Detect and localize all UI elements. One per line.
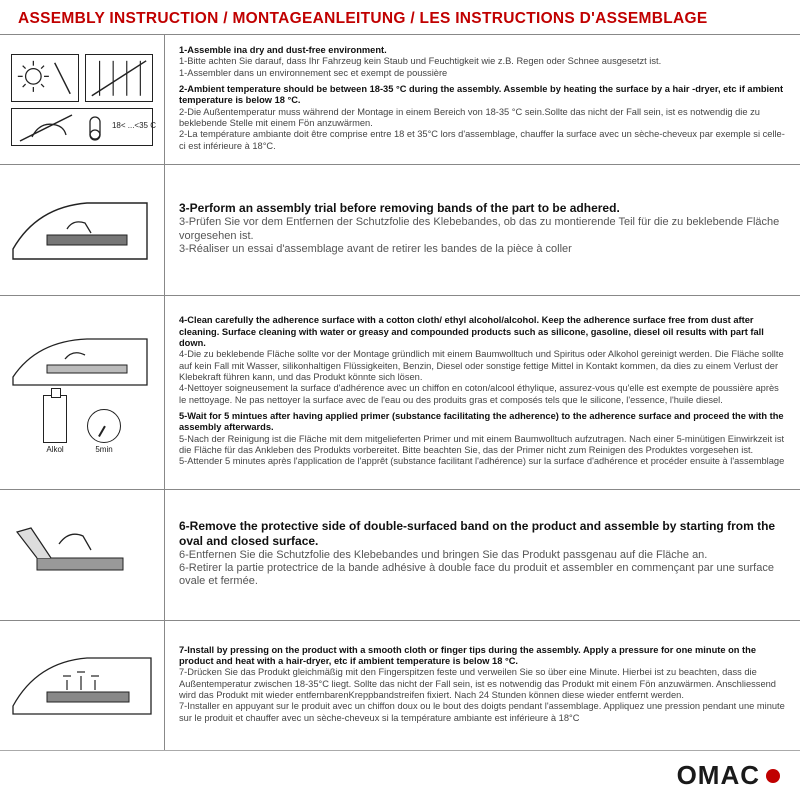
step-6-de: 6-Entfernen Sie die Schutzfolie des Kleb… xyxy=(179,549,788,562)
step-3: 3-Perform an assembly trial before remov… xyxy=(179,201,788,256)
row-press: 7-Install by pressing on the product wit… xyxy=(0,621,800,750)
text-cell-5: 7-Install by pressing on the product wit… xyxy=(165,621,800,750)
row-remove-film: 6-Remove the protective side of double-s… xyxy=(0,490,800,620)
step-4: 4-Clean carefully the adherence surface … xyxy=(179,315,788,406)
alcohol-bottle-icon xyxy=(43,395,67,443)
step-2: 2-Ambient temperature should be between … xyxy=(179,84,788,152)
footer: OMAC xyxy=(0,750,800,800)
step-7-de: 7-Drücken Sie das Produkt gleichmäßig mi… xyxy=(179,667,788,701)
step-2-fr: 2-La température ambiante doit être comp… xyxy=(179,129,788,152)
press-install-icon xyxy=(7,644,157,726)
step-6: 6-Remove the protective side of double-s… xyxy=(179,519,788,588)
cleaning-icon xyxy=(7,331,157,391)
step-2-en: 2-Ambient temperature should be between … xyxy=(179,84,788,107)
text-cell-3: 4-Clean carefully the adherence surface … xyxy=(165,296,800,490)
alcohol-label: Alkol xyxy=(43,445,67,454)
snow-rain-icon xyxy=(85,54,153,102)
wait-label: 5min xyxy=(87,445,121,454)
text-cell-2: 3-Perform an assembly trial before remov… xyxy=(165,165,800,294)
sun-icon xyxy=(11,54,79,102)
step-5-de: 5-Nach der Reinigung ist die Fläche mit … xyxy=(179,434,788,457)
no-hand-icon: 18< ...<35 C xyxy=(11,108,153,146)
step-7-en: 7-Install by pressing on the product wit… xyxy=(179,645,788,668)
door-sill-trial-icon xyxy=(7,189,157,271)
step-6-en: 6-Remove the protective side of double-s… xyxy=(179,519,788,548)
icon-cell-2 xyxy=(0,165,165,294)
step-1-de: 1-Bitte achten Sie darauf, dass Ihr Fahr… xyxy=(179,56,788,67)
text-cell-4: 6-Remove the protective side of double-s… xyxy=(165,490,800,619)
step-6-fr: 6-Retirer la partie protectrice de la ba… xyxy=(179,562,788,589)
instruction-sheet: ASSEMBLY INSTRUCTION / MONTAGEANLEITUNG … xyxy=(0,0,800,800)
icon-cell-5 xyxy=(0,621,165,750)
row-env-temp: 18< ...<35 C 1-Assemble ina dry and dust… xyxy=(0,35,800,165)
brand-logo-text: OMAC xyxy=(677,760,760,791)
step-5: 5-Wait for 5 mintues after having applie… xyxy=(179,411,788,468)
brand-logo-dot-icon xyxy=(766,769,780,783)
step-4-de: 4-Die zu beklebende Fläche sollte vor de… xyxy=(179,349,788,383)
step-4-fr: 4-Nettoyer soigneusement la surface d'ad… xyxy=(179,383,788,406)
instruction-rows: 18< ...<35 C 1-Assemble ina dry and dust… xyxy=(0,35,800,750)
step-7-fr: 7-Installer en appuyant sur le produit a… xyxy=(179,701,788,724)
icon-cell-1: 18< ...<35 C xyxy=(0,35,165,164)
icon-cell-4 xyxy=(0,490,165,619)
step-1-en: 1-Assemble ina dry and dust-free environ… xyxy=(179,45,788,56)
row-clean-wait: Alkol 5min 4-Clean carefully the adheren… xyxy=(0,296,800,491)
step-4-en: 4-Clean carefully the adherence surface … xyxy=(179,315,788,349)
peel-tape-icon xyxy=(7,514,157,596)
step-2-de: 2-Die Außentemperatur muss während der M… xyxy=(179,107,788,130)
step-3-en: 3-Perform an assembly trial before remov… xyxy=(179,201,788,216)
step-7: 7-Install by pressing on the product wit… xyxy=(179,645,788,724)
icon-cell-3: Alkol 5min xyxy=(0,296,165,490)
brand-logo: OMAC xyxy=(677,760,780,791)
step-3-fr: 3-Réaliser un essai d'assemblage avant d… xyxy=(179,243,788,256)
step-1-fr: 1-Assembler dans un environnement sec et… xyxy=(179,68,788,79)
text-cell-1: 1-Assemble ina dry and dust-free environ… xyxy=(165,35,800,164)
row-trial: 3-Perform an assembly trial before remov… xyxy=(0,165,800,295)
clock-icon xyxy=(87,409,121,443)
step-3-de: 3-Prüfen Sie vor dem Entfernen der Schut… xyxy=(179,216,788,243)
step-5-fr: 5-Attender 5 minutes après l'application… xyxy=(179,456,788,467)
step-5-en: 5-Wait for 5 mintues after having applie… xyxy=(179,411,788,434)
temp-range-label: 18< ...<35 C xyxy=(112,121,156,130)
page-title: ASSEMBLY INSTRUCTION / MONTAGEANLEITUNG … xyxy=(0,0,800,35)
step-1: 1-Assemble ina dry and dust-free environ… xyxy=(179,45,788,79)
